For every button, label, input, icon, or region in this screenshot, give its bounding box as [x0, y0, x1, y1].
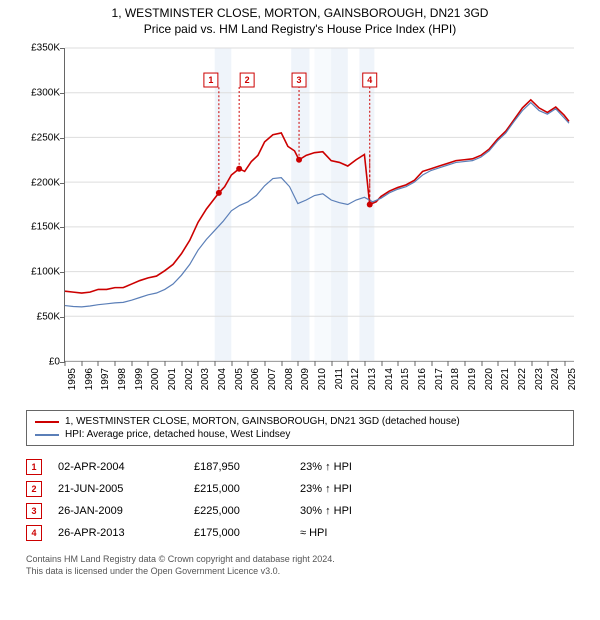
legend-swatch: [35, 421, 59, 423]
transaction-delta: ≈ HPI: [300, 527, 410, 539]
y-tick-label: £0: [49, 357, 60, 368]
x-tick-label: 2003: [200, 368, 211, 390]
x-tick-label: 1996: [84, 368, 95, 390]
legend-label: 1, WESTMINSTER CLOSE, MORTON, GAINSBOROU…: [65, 416, 460, 427]
footer-attribution: Contains HM Land Registry data © Crown c…: [26, 554, 574, 577]
transaction-price: £187,950: [194, 461, 284, 473]
transaction-date: 26-APR-2013: [58, 527, 178, 539]
legend-label: HPI: Average price, detached house, West…: [65, 429, 290, 440]
y-tick-label: £150K: [31, 222, 60, 233]
y-tick-label: £100K: [31, 267, 60, 278]
svg-text:3: 3: [297, 75, 302, 85]
transaction-date: 26-JAN-2009: [58, 505, 178, 517]
x-tick-label: 2016: [417, 368, 428, 390]
chart-area: £0 £50K £100K £150K £200K £250K £300K £350K 1 2 3…: [20, 42, 580, 402]
transaction-delta: 30% ↑ HPI: [300, 505, 410, 517]
y-tick-label: £200K: [31, 177, 60, 188]
legend-swatch: [35, 434, 59, 436]
x-axis-labels: 1995 1996 1997 1998 1999 2000 2001 2002 2003 2004…: [64, 366, 574, 402]
x-tick-label: 2009: [300, 368, 311, 390]
transaction-row: 2 21-JUN-2005 £215,000 23% ↑ HPI: [26, 478, 574, 500]
transaction-date: 02-APR-2004: [58, 461, 178, 473]
x-tick-label: 2013: [367, 368, 378, 390]
y-tick-label: £250K: [31, 132, 60, 143]
x-tick-label: 1997: [100, 368, 111, 390]
transaction-date: 21-JUN-2005: [58, 483, 178, 495]
x-tick-label: 2000: [150, 368, 161, 390]
plot-area: 1 2 3 4: [64, 48, 574, 362]
x-tick-label: 2006: [250, 368, 261, 390]
x-tick-label: 2004: [217, 368, 228, 390]
x-tick-label: 1999: [134, 368, 145, 390]
transaction-delta: 23% ↑ HPI: [300, 483, 410, 495]
transaction-marker: 4: [26, 525, 42, 541]
x-tick-label: 2024: [550, 368, 561, 390]
transaction-marker: 3: [26, 503, 42, 519]
chart-container: 1, WESTMINSTER CLOSE, MORTON, GAINSBOROU…: [0, 0, 600, 620]
x-tick-label: 2019: [467, 368, 478, 390]
transaction-price: £175,000: [194, 527, 284, 539]
svg-text:4: 4: [367, 75, 372, 85]
x-tick-label: 2015: [400, 368, 411, 390]
x-tick-label: 1995: [67, 368, 78, 390]
x-tick-label: 2020: [484, 368, 495, 390]
transaction-row: 4 26-APR-2013 £175,000 ≈ HPI: [26, 522, 574, 544]
transaction-price: £225,000: [194, 505, 284, 517]
x-tick-label: 2022: [517, 368, 528, 390]
legend: 1, WESTMINSTER CLOSE, MORTON, GAINSBOROU…: [26, 410, 574, 446]
x-tick-label: 2018: [450, 368, 461, 390]
x-tick-label: 2014: [384, 368, 395, 390]
footer-line-2: This data is licensed under the Open Gov…: [26, 566, 574, 578]
transaction-price: £215,000: [194, 483, 284, 495]
chart-title: 1, WESTMINSTER CLOSE, MORTON, GAINSBOROU…: [0, 0, 600, 20]
y-axis-labels: £0 £50K £100K £150K £200K £250K £300K £350K: [20, 42, 64, 402]
x-tick-label: 1998: [117, 368, 128, 390]
x-tick-label: 2012: [350, 368, 361, 390]
svg-text:1: 1: [208, 75, 213, 85]
x-tick-label: 2021: [500, 368, 511, 390]
legend-item: HPI: Average price, detached house, West…: [35, 428, 565, 441]
transactions-table: 1 02-APR-2004 £187,950 23% ↑ HPI 2 21-JUN-200…: [26, 456, 574, 544]
x-tick-label: 2007: [267, 368, 278, 390]
x-tick-label: 2017: [434, 368, 445, 390]
x-tick-label: 2001: [167, 368, 178, 390]
x-tick-label: 2005: [234, 368, 245, 390]
y-tick-label: £50K: [37, 312, 60, 323]
x-tick-label: 2010: [317, 368, 328, 390]
transaction-delta: 23% ↑ HPI: [300, 461, 410, 473]
x-tick-label: 2011: [334, 368, 345, 390]
chart-subtitle: Price paid vs. HM Land Registry's House …: [0, 20, 600, 42]
y-tick-label: £350K: [31, 43, 60, 54]
x-tick-label: 2023: [534, 368, 545, 390]
transaction-row: 1 02-APR-2004 £187,950 23% ↑ HPI: [26, 456, 574, 478]
x-tick-label: 2002: [184, 368, 195, 390]
x-tick-label: 2008: [284, 368, 295, 390]
transaction-marker: 2: [26, 481, 42, 497]
svg-text:2: 2: [245, 75, 250, 85]
transaction-row: 3 26-JAN-2009 £225,000 30% ↑ HPI: [26, 500, 574, 522]
legend-item: 1, WESTMINSTER CLOSE, MORTON, GAINSBOROU…: [35, 415, 565, 428]
transaction-marker: 1: [26, 459, 42, 475]
y-tick-label: £300K: [31, 87, 60, 98]
footer-line-1: Contains HM Land Registry data © Crown c…: [26, 554, 574, 566]
x-tick-label: 2025: [567, 368, 578, 390]
